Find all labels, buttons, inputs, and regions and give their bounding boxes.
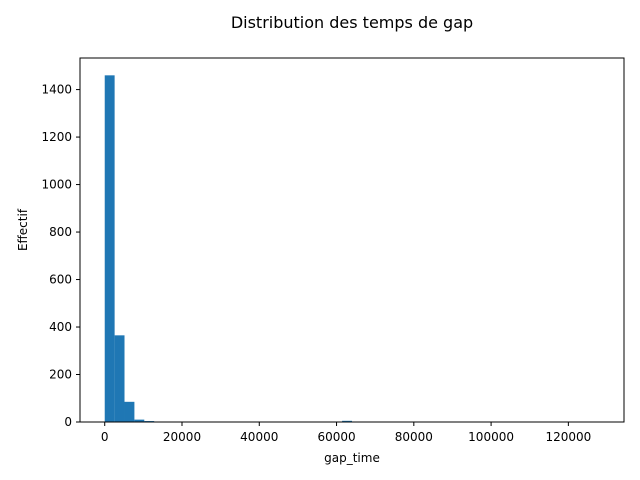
x-axis-label: gap_time: [324, 451, 380, 465]
chart-title: Distribution des temps de gap: [231, 13, 473, 32]
x-tick-label: 40000: [240, 430, 278, 444]
x-tick-label: 100000: [468, 430, 514, 444]
x-tick-label: 20000: [163, 430, 201, 444]
y-tick-label: 1200: [41, 130, 72, 144]
histogram-bar-1: [114, 335, 125, 422]
y-axis-ticks: 0 200 400 600 800 1000 1200 1400: [41, 83, 80, 429]
y-tick-label: 200: [49, 368, 72, 382]
y-tick-label: 1400: [41, 83, 72, 97]
x-tick-label: 60000: [317, 430, 355, 444]
histogram-bar-2: [124, 401, 135, 422]
y-tick-label: 600: [49, 273, 72, 287]
y-tick-label: 800: [49, 225, 72, 239]
x-axis-ticks: 0 20000 40000 60000 80000 100000 120000: [101, 422, 591, 444]
histogram-bar-0: [104, 75, 115, 422]
x-tick-label: 0: [101, 430, 109, 444]
histogram-bar-3: [134, 419, 145, 422]
x-tick-label: 120000: [545, 430, 591, 444]
histogram-bar-7: [342, 420, 352, 422]
x-tick-label: 80000: [395, 430, 433, 444]
y-axis-label: Effectif: [16, 208, 30, 251]
y-tick-label: 400: [49, 320, 72, 334]
y-tick-label: 1000: [41, 178, 72, 192]
plot-frame: [79, 57, 625, 423]
y-tick-label: 0: [64, 415, 72, 429]
